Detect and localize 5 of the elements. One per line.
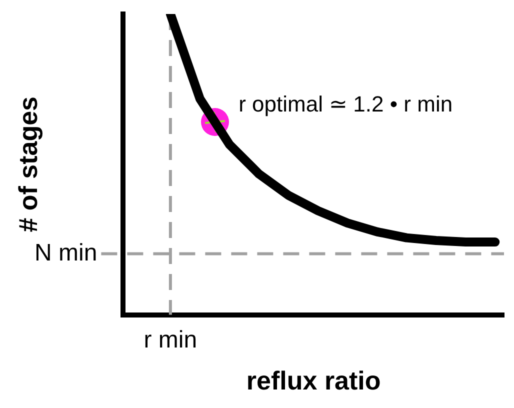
y-axis-title: # of stages: [12, 96, 43, 232]
text: r min: [144, 326, 198, 354]
annotation: r optimal ≃ 1.2 • r min: [238, 92, 453, 117]
ref-line-label: N min: [34, 239, 98, 266]
x-axis-title: reflux ratio: [246, 366, 381, 396]
